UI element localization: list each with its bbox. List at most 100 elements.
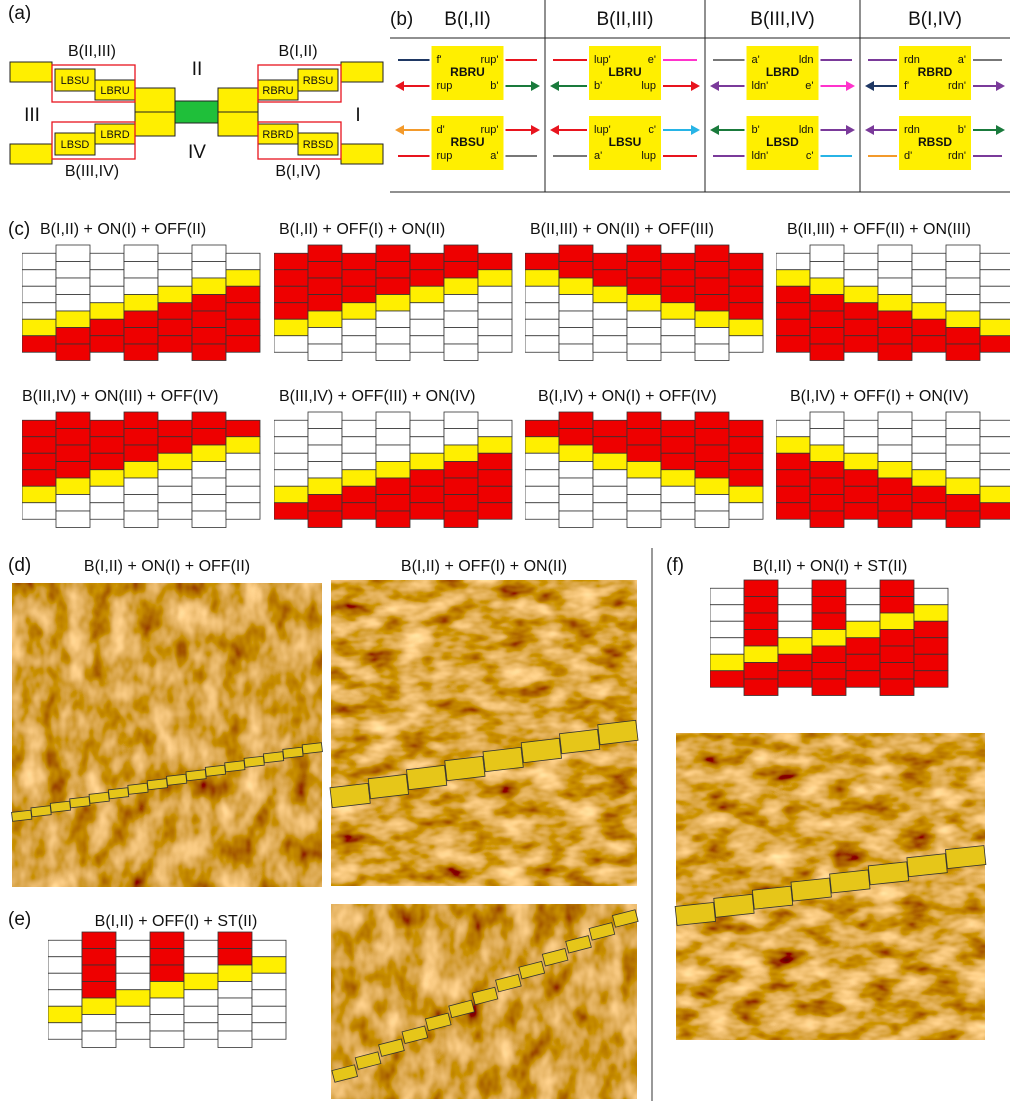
cell: [661, 336, 695, 353]
cell: [410, 253, 444, 270]
yellow-cell: [342, 303, 376, 320]
overlay-step: [263, 752, 283, 763]
cell: [184, 1006, 218, 1023]
cell: [478, 319, 512, 336]
cell: [559, 495, 593, 512]
stripe-diagram: [274, 245, 512, 361]
yellow-cell: [478, 437, 512, 454]
cells: [274, 412, 512, 528]
cell: [444, 245, 478, 262]
cell: [184, 957, 218, 974]
yellow-cell: [150, 982, 184, 999]
cell: [478, 453, 512, 470]
cell: [444, 511, 478, 528]
overlay-step: [330, 783, 370, 807]
cell: [744, 630, 778, 647]
yellow-cell: [810, 445, 844, 462]
cell: [376, 412, 410, 429]
cell: [661, 503, 695, 520]
cell: [444, 344, 478, 361]
cell: [844, 420, 878, 437]
cell: [410, 270, 444, 287]
cell: [729, 303, 763, 320]
cell: [218, 949, 252, 966]
yellow-cell: [980, 486, 1010, 503]
cell: [880, 646, 914, 663]
unit-label: LBRU: [100, 85, 129, 97]
cell: [226, 286, 260, 303]
end-label: rdn: [904, 124, 920, 136]
cell: [308, 328, 342, 345]
cell: [376, 278, 410, 295]
group-label: B(I,II): [278, 43, 317, 60]
cells: [274, 245, 512, 361]
cell: [778, 605, 812, 622]
cell: [478, 470, 512, 487]
cell: [82, 932, 116, 949]
cell: [880, 630, 914, 647]
panel-label: (b): [390, 9, 413, 30]
cell: [695, 445, 729, 462]
cell: [812, 646, 846, 663]
cell: [192, 462, 226, 479]
end-label: e': [648, 54, 656, 66]
cell: [593, 420, 627, 437]
arrow-head: [865, 81, 874, 91]
cell: [844, 437, 878, 454]
cell: [56, 328, 90, 345]
cell: [376, 245, 410, 262]
cell: [878, 328, 912, 345]
cell: [914, 588, 948, 605]
column-header: B(III,IV): [750, 9, 814, 30]
cell: [252, 1006, 286, 1023]
overlay-step: [283, 747, 303, 758]
yellow-cell: [593, 286, 627, 303]
unit-name: LBRU: [608, 65, 641, 79]
yellow-cell: [661, 303, 695, 320]
unit-label: LBSD: [61, 139, 90, 151]
cell: [158, 319, 192, 336]
cell: [274, 286, 308, 303]
cell: [192, 478, 226, 495]
panel-label: (a): [8, 3, 31, 24]
diagram-title: B(III,IV) + OFF(III) + ON(IV): [279, 388, 475, 405]
cell: [980, 470, 1010, 487]
cell: [778, 621, 812, 638]
cell: [729, 336, 763, 353]
yellow-cell: [559, 445, 593, 462]
cell: [627, 495, 661, 512]
unit-label: LBRD: [100, 129, 129, 141]
cell: [593, 503, 627, 520]
cell: [192, 511, 226, 528]
cell: [593, 253, 627, 270]
cell: [226, 503, 260, 520]
diagram-title: B(III,IV) + ON(III) + OFF(IV): [22, 388, 218, 405]
cell: [274, 303, 308, 320]
cell: [729, 286, 763, 303]
column-header: B(I,II): [444, 9, 490, 30]
cell: [880, 580, 914, 597]
cell: [410, 420, 444, 437]
yellow-cell: [627, 295, 661, 312]
stripe-diagram: [525, 412, 763, 528]
yellow-cell: [744, 646, 778, 663]
cell: [82, 965, 116, 982]
cells: [48, 932, 286, 1048]
cell: [844, 253, 878, 270]
cell: [90, 420, 124, 437]
cell: [410, 336, 444, 353]
image-title: B(I,II) + ON(I) + OFF(II): [84, 558, 250, 575]
cell: [274, 336, 308, 353]
cell: [525, 503, 559, 520]
cell: [192, 328, 226, 345]
yellow-cell: [56, 478, 90, 495]
cell: [812, 613, 846, 630]
cell: [218, 998, 252, 1015]
end-label: lup': [594, 124, 611, 136]
cell: [308, 412, 342, 429]
yellow-cell: [844, 453, 878, 470]
cell: [444, 412, 478, 429]
cell: [478, 253, 512, 270]
end-label: a': [752, 54, 760, 66]
cell: [912, 437, 946, 454]
